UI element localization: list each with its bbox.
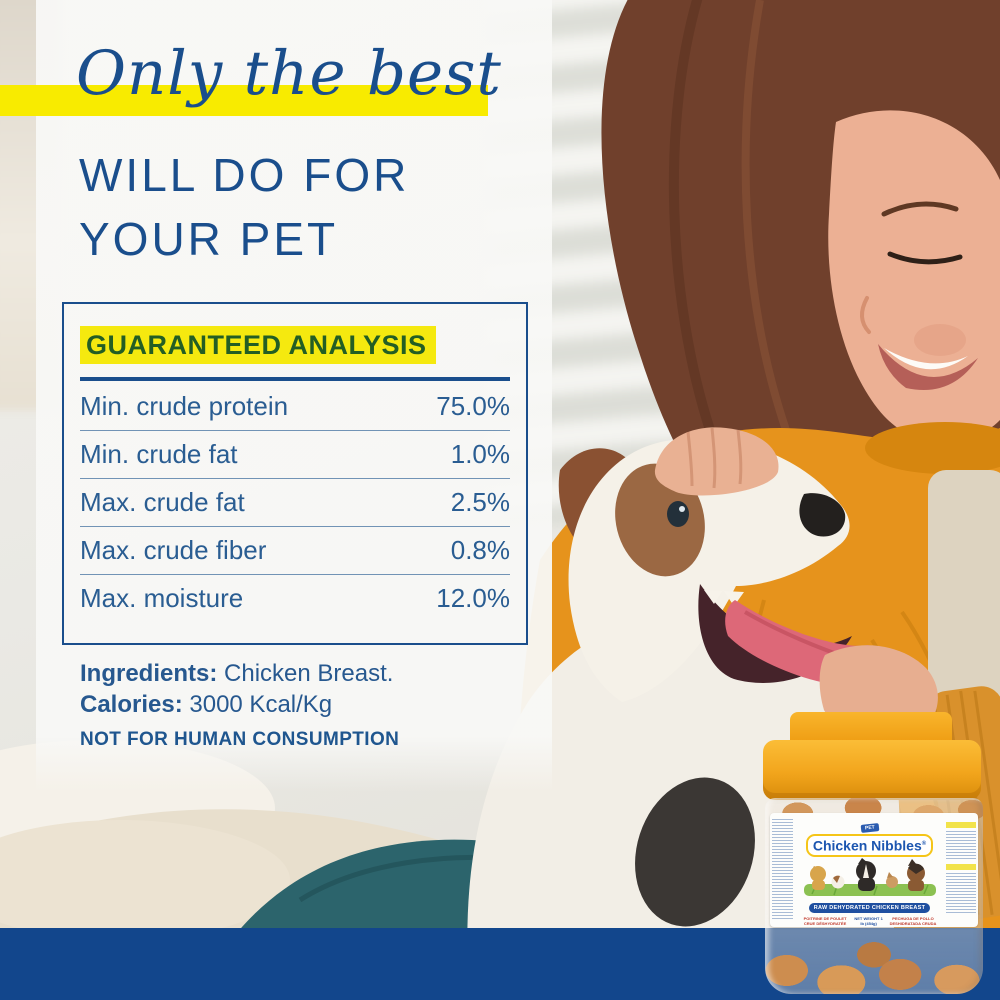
ingredients-label: Ingredients: xyxy=(80,660,218,687)
row-value: 12.0% xyxy=(436,583,510,613)
table-row: Min. crude protein 75.0% xyxy=(80,383,510,431)
headline-caps-line1: WILL DO FOR xyxy=(79,149,410,201)
subtext-spanish: PECHUGA DE POLLO DESHIDRATADA CRUDA xyxy=(889,915,937,926)
fine-print-lines xyxy=(946,831,976,861)
info-panel xyxy=(36,0,552,792)
jar-lid-top xyxy=(790,712,952,744)
title-underline xyxy=(80,377,510,381)
ingredients-value: Chicken Breast. xyxy=(224,660,394,687)
row-label: Min. crude fat xyxy=(80,439,238,469)
dogs-illustration xyxy=(803,857,936,896)
row-value: 0.8% xyxy=(450,535,510,565)
row-value: 1.0% xyxy=(450,439,510,469)
product-type-banner: RAW DEHYDRATED CHICKEN BREAST xyxy=(808,902,931,913)
brand-tag: PET xyxy=(860,823,879,833)
table-row: Max. crude fat 2.5% xyxy=(80,479,510,527)
row-label: Max. crude fat xyxy=(80,487,245,517)
product-details: Ingredients: Chicken Breast. Calories: 3… xyxy=(80,658,399,751)
label-right-panel xyxy=(944,813,978,927)
row-label: Max. moisture xyxy=(80,583,244,613)
ingredients-line: Ingredients: Chicken Breast. xyxy=(80,658,399,689)
fine-print-highlight xyxy=(946,864,976,870)
subtext-weight: NET WEIGHT 1 lb (454g) xyxy=(854,915,883,926)
calories-label: Calories: xyxy=(80,691,183,718)
jar-label: PET Chicken Nibbles® xyxy=(770,813,978,927)
calories-line: Calories: 3000 Kcal/Kg xyxy=(80,689,399,720)
table-row: Max. moisture 12.0% xyxy=(80,575,510,622)
headline-script: Only the best xyxy=(76,38,502,109)
row-value: 2.5% xyxy=(450,487,510,517)
headline-highlight-band xyxy=(0,85,488,116)
row-label: Max. crude fiber xyxy=(80,535,267,565)
label-front: PET Chicken Nibbles® xyxy=(795,813,944,927)
warning-text: NOT FOR HUMAN CONSUMPTION xyxy=(80,729,400,750)
registered-mark-icon: ® xyxy=(921,841,927,847)
fine-print-lines xyxy=(772,819,793,921)
analysis-rows: Min. crude protein 75.0% Min. crude fat … xyxy=(80,383,510,622)
subtext-french: POITRINE DE POULET CRUE DÉSHYDRATÉE xyxy=(803,915,847,926)
guaranteed-analysis-title: GUARANTEED ANALYSIS xyxy=(80,326,436,364)
jar-lid xyxy=(763,740,981,800)
row-value: 75.0% xyxy=(436,391,510,421)
table-row: Max. crude fiber 0.8% xyxy=(80,527,510,575)
headline-caps-line2: YOUR PET xyxy=(79,213,339,265)
headline-caps: WILL DO FOR YOUR PET xyxy=(79,143,409,271)
row-label: Min. crude protein xyxy=(80,391,289,421)
calories-value: 3000 Kcal/Kg xyxy=(189,691,333,718)
guaranteed-analysis-box: GUARANTEED ANALYSIS Min. crude protein 7… xyxy=(62,302,528,645)
multilingual-subtext: POITRINE DE POULET CRUE DÉSHYDRATÉE NET … xyxy=(798,916,941,926)
fine-print-lines xyxy=(946,873,976,915)
table-row: Min. crude fat 1.0% xyxy=(80,431,510,479)
product-jar: PET Chicken Nibbles® xyxy=(758,710,990,1000)
fine-print-highlight xyxy=(946,822,976,828)
label-left-panel xyxy=(770,813,795,927)
brand-name: Chicken Nibbles® xyxy=(805,834,934,857)
